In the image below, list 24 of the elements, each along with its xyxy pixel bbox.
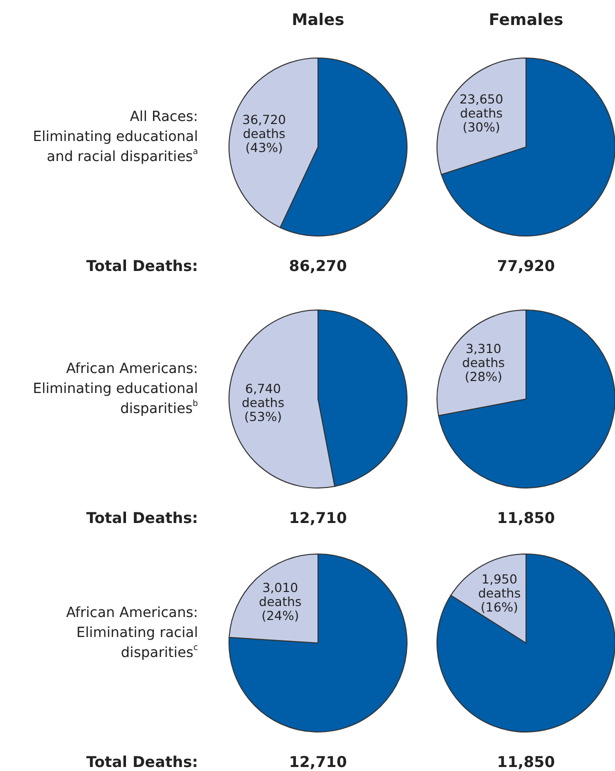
text: All Races: Eliminating educational and racial disparities$^{a}$ (32, 108, 198, 165)
text: 12,710 (289, 753, 347, 771)
text: Total Deaths: (86, 753, 198, 771)
data-label: 3,310 deaths (28%) (462, 341, 505, 384)
text: Total Deaths: (86, 257, 198, 276)
chart-title: Females (488, 10, 564, 30)
text: African Americans: Eliminating racial disparities$^{c}$ (66, 604, 198, 661)
data-label: 1,950 deaths (16%) (478, 572, 521, 616)
text: 11,850 (497, 753, 555, 771)
pie-slice (440, 58, 615, 236)
data-label: 36,720 deaths (43%) (242, 112, 286, 156)
text: Total Deaths: (86, 509, 198, 528)
text: 77,920 (497, 257, 555, 276)
text: 86,270 (289, 257, 347, 276)
text: 11,850 (497, 509, 555, 528)
data-label: 6,740 deaths (53%) (242, 382, 284, 425)
text: 12,710 (289, 509, 347, 528)
text: African Americans: Eliminating educational disparities$^{b}$ (32, 360, 198, 417)
pie-slice (436, 554, 615, 732)
data-label: 23,650 deaths (30%) (459, 92, 504, 135)
data-label: 3,010 deaths (24%) (258, 580, 302, 624)
pie-slice (228, 554, 408, 732)
chart-title: Males (292, 10, 344, 30)
pie-slice (438, 310, 615, 488)
